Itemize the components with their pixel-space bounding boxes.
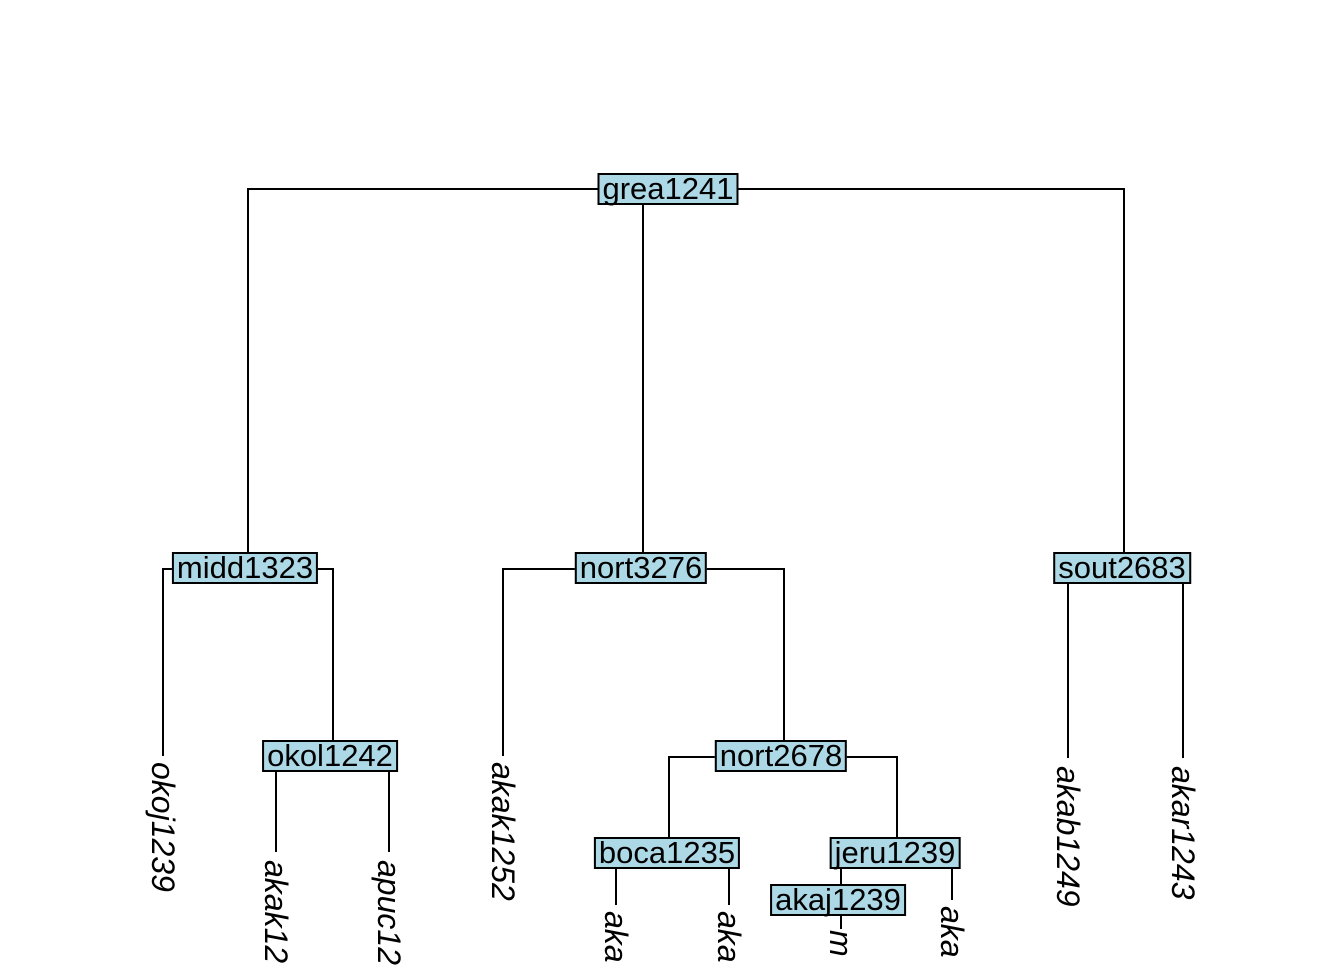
tree-edge bbox=[840, 868, 842, 886]
node-nort3276: nort3276 bbox=[574, 552, 708, 584]
tree-edge bbox=[845, 756, 897, 758]
node-midd1323: midd1323 bbox=[171, 552, 319, 584]
node-sout2683: sout2683 bbox=[1053, 552, 1191, 584]
tree-edge bbox=[615, 868, 617, 905]
tree-edge bbox=[783, 568, 785, 742]
tree-edge bbox=[332, 568, 334, 742]
tree-edge bbox=[502, 568, 504, 756]
tree-edge bbox=[315, 568, 334, 570]
node-okol1242: okol1242 bbox=[262, 740, 398, 772]
node-boca1235: boca1235 bbox=[593, 837, 741, 869]
tree-edge bbox=[1067, 582, 1069, 758]
node-nort2678: nort2678 bbox=[714, 740, 848, 772]
tree-edge bbox=[247, 188, 249, 554]
tree-edge bbox=[704, 568, 784, 570]
tree-edge bbox=[951, 868, 953, 900]
tree-edge bbox=[502, 568, 578, 570]
node-grea1241: grea1241 bbox=[597, 173, 739, 205]
tree-edge bbox=[733, 188, 1125, 190]
tree-edge bbox=[642, 203, 644, 554]
node-jeru1239: jeru1239 bbox=[829, 837, 961, 869]
tree-edge bbox=[896, 756, 898, 839]
tree-edge bbox=[668, 756, 670, 839]
tree-edge bbox=[162, 568, 164, 756]
tree-edge bbox=[388, 770, 390, 852]
tree-edge bbox=[728, 868, 730, 905]
tree-edge bbox=[1123, 188, 1125, 554]
tree-edge bbox=[1182, 582, 1184, 758]
tree-edge bbox=[247, 188, 602, 190]
tree-edge bbox=[162, 568, 176, 570]
tree-edge bbox=[840, 914, 842, 929]
node-akaj1239: akaj1239 bbox=[770, 884, 906, 916]
tree-edge bbox=[275, 770, 277, 852]
tree-edge bbox=[668, 756, 718, 758]
